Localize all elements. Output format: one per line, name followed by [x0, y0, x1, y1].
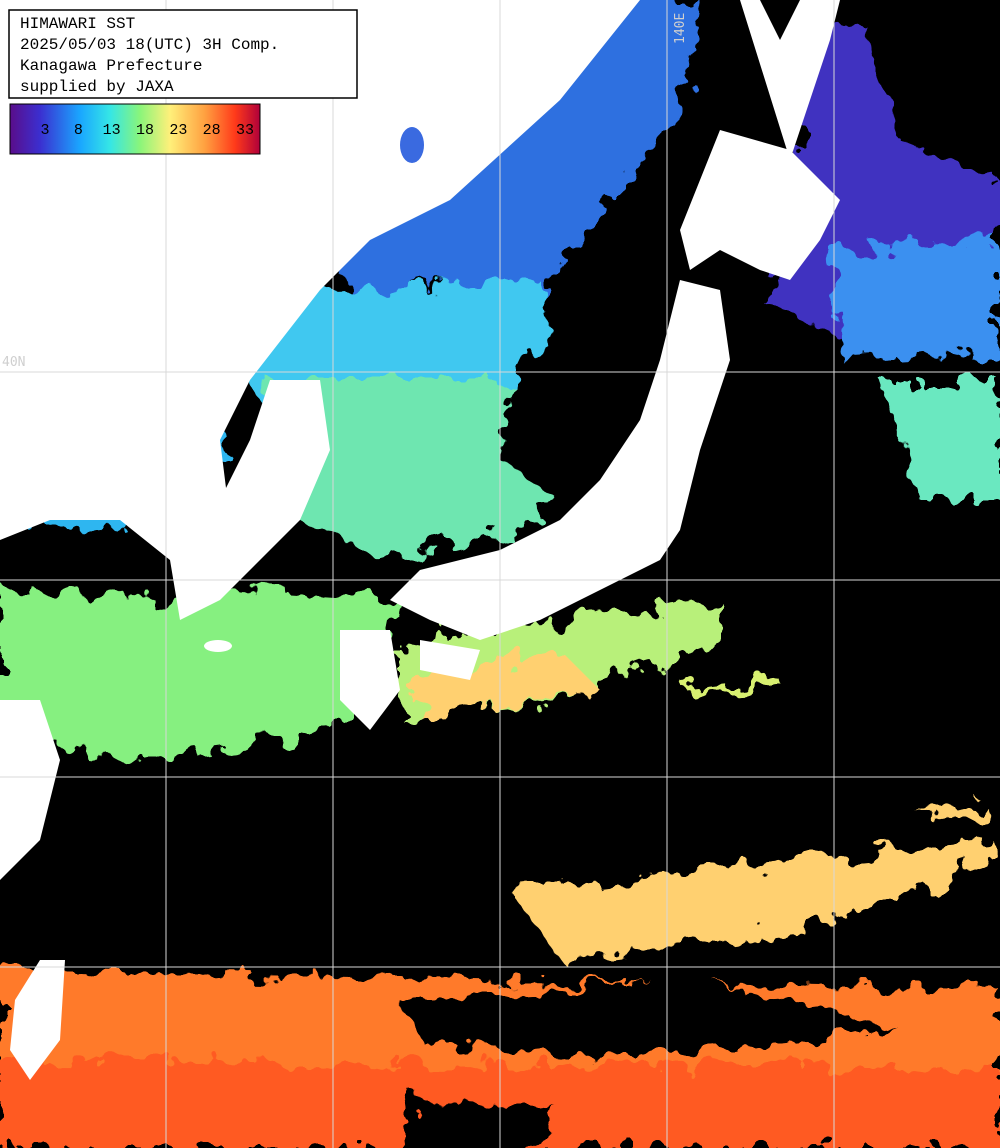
header-box — [8, 9, 358, 99]
colorbar-tick-label: 13 — [103, 122, 121, 139]
sakhalin — [740, 0, 840, 160]
cloud — [400, 1100, 560, 1148]
colorbar-tick-label: 3 — [40, 122, 49, 139]
colorbar-ticks: 3 8 13 18 23 28 33 — [40, 122, 254, 139]
colorbar-tick-label: 8 — [74, 122, 83, 139]
colorbar-tick-label: 23 — [169, 122, 187, 139]
header-line: HIMAWARI SST — [20, 15, 135, 33]
sst-cold — [330, 0, 700, 300]
sst-kuroshio — [420, 650, 600, 720]
colorbar-tick-label: 18 — [136, 122, 154, 139]
asia-mainland — [0, 0, 640, 620]
cloud — [300, 680, 1000, 820]
shikoku — [420, 640, 480, 680]
taiwan — [10, 960, 65, 1080]
colorbar-tick-label: 33 — [236, 122, 254, 139]
island — [400, 127, 424, 163]
latitude-label: 40N — [2, 355, 25, 370]
header-line: Kanagawa Prefecture — [20, 57, 202, 75]
land — [0, 0, 840, 1080]
header-line: supplied by JAXA — [20, 78, 174, 96]
sst-east-china — [0, 580, 400, 760]
cloud — [400, 980, 900, 1060]
longitude-label: 140E — [673, 13, 688, 44]
china-coast — [0, 700, 60, 880]
jeju — [204, 640, 232, 652]
sst-oyashio — [830, 240, 1000, 360]
kyushu — [340, 630, 400, 730]
colorbar-tick-label: 28 — [203, 122, 221, 139]
cloud — [500, 300, 640, 500]
header: HIMAWARI SST 2025/05/03 18(UTC) 3H Comp. K… — [20, 15, 279, 96]
honshu — [390, 280, 730, 640]
sst-mild — [270, 380, 580, 560]
colorbar — [9, 103, 261, 155]
header-line: 2025/05/03 18(UTC) 3H Comp. — [20, 36, 279, 54]
sst-east-patch — [880, 380, 1000, 500]
hokkaido — [680, 130, 840, 280]
korea — [210, 380, 330, 600]
